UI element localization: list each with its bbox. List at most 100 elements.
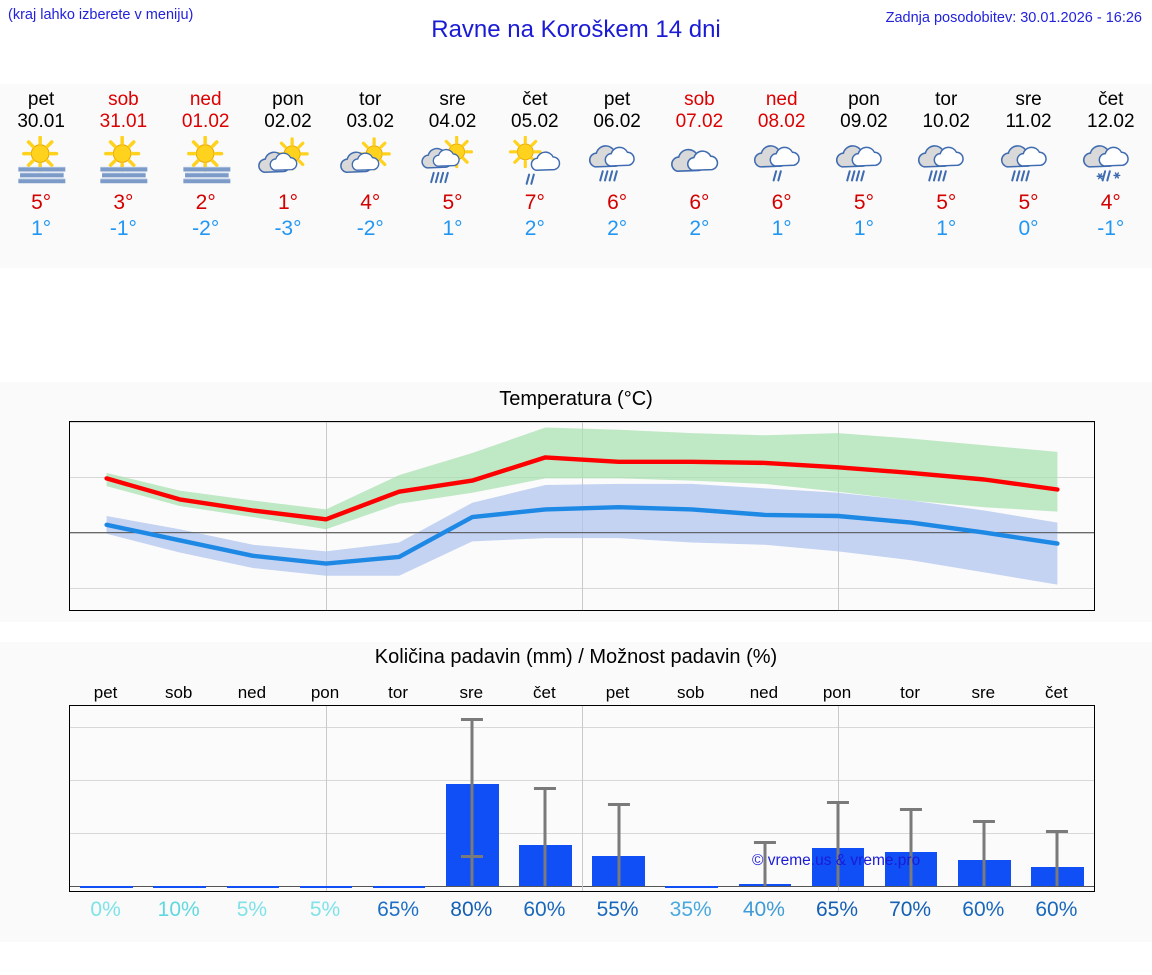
day-max-temp: 4° <box>1100 191 1121 214</box>
precipitation-day-label: pon <box>822 683 852 702</box>
temperature-line <box>104 505 1060 566</box>
precipitation-day-label: čet <box>533 683 556 702</box>
day-min-temp: 1° <box>31 217 52 240</box>
day-of-week-label: sob <box>108 89 139 110</box>
precipitation-probability-label: 35% <box>669 898 712 921</box>
day-column[interactable]: tor 10.02 5° 1° <box>905 84 987 268</box>
day-of-week-label: sre <box>1015 89 1042 110</box>
sun-cloud-icon <box>337 136 403 188</box>
precipitation-error-bar <box>617 803 621 886</box>
day-column[interactable]: pon 09.02 5° 1° <box>823 84 905 268</box>
cloud-rain-icon <box>996 136 1062 188</box>
day-date-label: 31.01 <box>99 111 148 132</box>
day-of-week-label: pon <box>272 89 304 110</box>
precipitation-day-label: tor <box>388 683 409 702</box>
day-date-label: 05.02 <box>511 111 559 132</box>
precipitation-bar[interactable] <box>226 885 280 888</box>
sun-fog-icon <box>173 135 239 188</box>
temperature-range-band <box>106 483 1058 585</box>
day-min-temp: -2° <box>192 217 220 240</box>
day-date-label: 04.02 <box>428 111 477 132</box>
precipitation-day-label: pon <box>310 683 340 702</box>
temperature-plot-area: 1050−5 <box>69 421 1095 611</box>
day-column[interactable]: ned 01.02 2° -2° <box>165 84 247 268</box>
precipitation-bar[interactable] <box>665 885 719 888</box>
precipitation-probability-label: 40% <box>742 898 785 921</box>
precipitation-bar[interactable] <box>372 885 426 888</box>
cloud-icon <box>666 136 732 188</box>
day-date-label: 08.02 <box>757 111 806 132</box>
error-bar-cap-top <box>1046 829 1069 833</box>
precipitation-chart-title: Količina padavin (mm) / Možnost padavin … <box>374 646 778 668</box>
day-min-temp: 1° <box>853 217 874 240</box>
day-of-week-label: pon <box>848 89 880 110</box>
precipitation-chart-section: Količina padavin (mm) / Možnost padavin … <box>0 642 1152 942</box>
day-max-temp: 5° <box>31 191 52 214</box>
precipitation-day-label: ned <box>749 683 779 702</box>
temperature-chart-title: Temperatura (°C) <box>499 388 653 410</box>
day-max-temp: 2° <box>195 191 216 214</box>
precipitation-bar[interactable] <box>299 885 353 888</box>
sun-cloud-icon <box>255 136 321 188</box>
day-max-temp: 5° <box>1018 191 1039 214</box>
day-column[interactable]: ned 08.02 6° 1° <box>741 84 823 268</box>
day-column[interactable]: pon 02.02 1° -3° <box>247 84 329 268</box>
day-max-temp: 7° <box>524 191 545 214</box>
day-min-temp: -2° <box>356 217 384 240</box>
precipitation-error-bar <box>909 808 913 886</box>
day-date-label: 03.02 <box>346 111 395 132</box>
precipitation-error-bar <box>543 786 547 886</box>
error-bar-cap-top <box>826 800 850 804</box>
day-min-temp: -3° <box>274 217 302 240</box>
day-column[interactable]: čet 12.02 4° -1° <box>1070 84 1152 268</box>
gridline-vertical <box>838 706 839 891</box>
precipitation-probability-label: 55% <box>596 898 639 921</box>
gridline-vertical <box>326 706 327 891</box>
day-date-label: 02.02 <box>264 111 312 132</box>
day-of-week-label: ned <box>189 89 222 110</box>
precipitation-bar[interactable] <box>153 885 207 888</box>
day-min-temp: 1° <box>936 217 957 240</box>
watermark-copyright: © vreme.us & vreme.pro <box>752 852 921 869</box>
day-date-label: 10.02 <box>922 111 970 132</box>
precipitation-error-bar <box>470 717 474 886</box>
precipitation-day-label: pet <box>93 683 118 702</box>
day-column[interactable]: čet 05.02 7° 2° <box>494 84 576 268</box>
day-column[interactable]: sob 07.02 6° 2° <box>658 84 740 268</box>
page-header: (kraj lahko izberete v meniju) Ravne na … <box>0 0 1152 50</box>
temperature-series-layer <box>70 427 1094 585</box>
day-of-week-label: čet <box>1098 89 1124 110</box>
day-of-week-label: pet <box>27 89 55 110</box>
precipitation-bar[interactable] <box>80 885 133 888</box>
precipitation-plot-area: 3020100 <box>69 705 1095 892</box>
day-max-temp: 6° <box>771 191 792 214</box>
precipitation-error-bar <box>982 819 986 886</box>
day-date-label: 09.02 <box>840 111 888 132</box>
day-max-temp: 4° <box>360 191 381 214</box>
precipitation-probability-label: 65% <box>815 898 859 921</box>
day-column[interactable]: sob 31.01 3° -1° <box>82 84 164 268</box>
daily-forecast-strip: pet 30.01 5° 1° sob 31.01 3° -1° ned 01.02 2° -2° po… <box>0 84 1152 268</box>
error-bar-cap-bottom <box>461 854 484 858</box>
precipitation-probability-label: 60% <box>523 898 566 921</box>
day-min-temp: -1° <box>109 217 137 240</box>
day-max-temp: 1° <box>277 191 299 214</box>
day-column[interactable]: sre 04.02 5° 1° <box>411 84 493 268</box>
sun-cloud-lightrain-icon <box>502 135 568 188</box>
day-column[interactable]: tor 03.02 4° -2° <box>329 84 411 268</box>
precipitation-probability-label: 60% <box>962 898 1005 921</box>
day-of-week-label: ned <box>765 89 798 110</box>
day-of-week-label: pet <box>603 89 631 110</box>
precipitation-error-bar <box>763 840 767 886</box>
day-column[interactable]: pet 30.01 5° 1° <box>0 84 82 268</box>
precipitation-day-label: sre <box>971 683 996 702</box>
day-column[interactable]: pet 06.02 6° 2° <box>576 84 658 268</box>
day-column[interactable]: sre 11.02 5° 0° <box>987 84 1069 268</box>
cloud-rain-icon <box>831 136 897 188</box>
day-date-label: 11.02 <box>1005 111 1052 132</box>
day-date-label: 01.02 <box>181 111 230 132</box>
temperature-line <box>104 455 1060 522</box>
precipitation-probability-label: 70% <box>889 898 932 921</box>
temperature-range-band <box>106 427 1058 530</box>
day-of-week-label: sob <box>684 89 715 110</box>
